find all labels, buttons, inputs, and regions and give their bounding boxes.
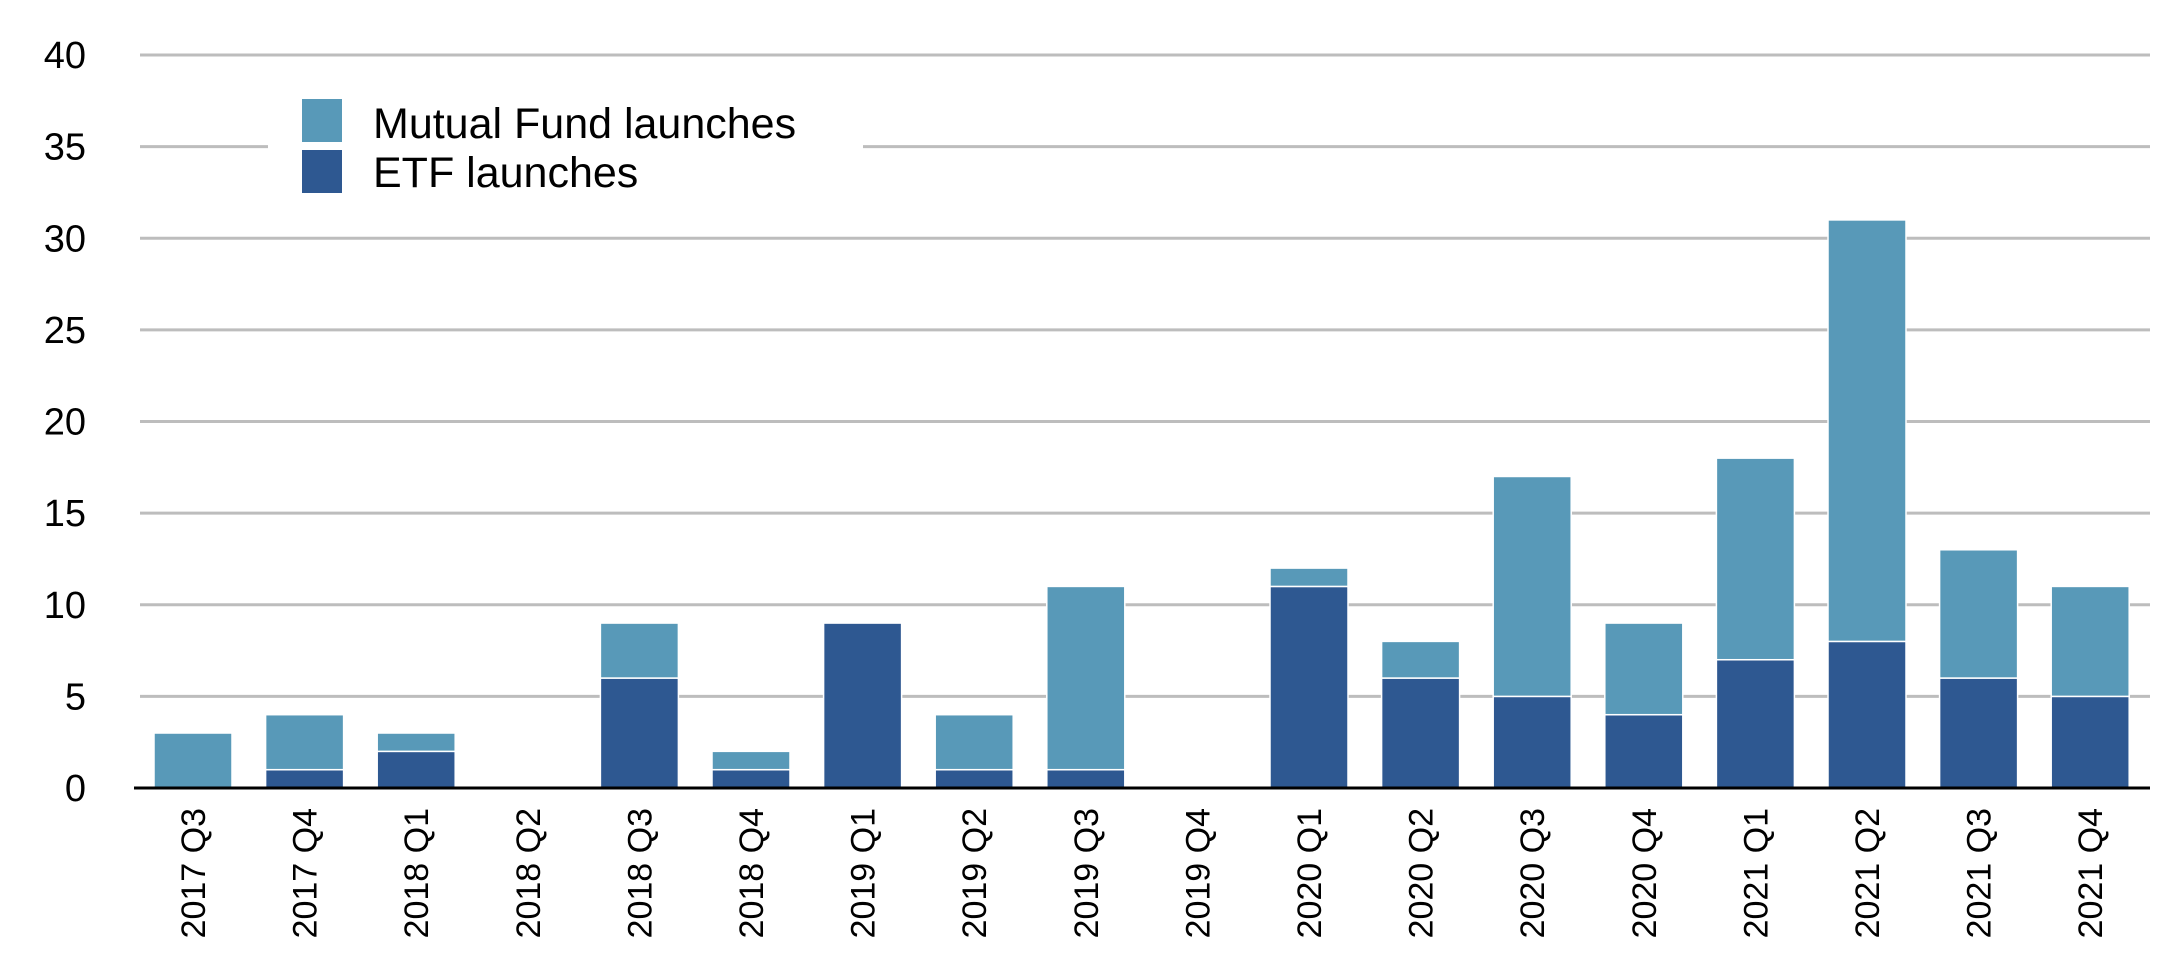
bar-etf (1046, 768, 1126, 789)
legend: Mutual Fund launches ETF launches (268, 90, 863, 200)
x-tick-label: 2020 Q3 (1514, 808, 1552, 938)
bar-etf (1938, 677, 2019, 789)
y-tick-label: 30 (44, 218, 86, 260)
bar-mutual-fund (934, 713, 1014, 771)
bar-mutual-fund (1715, 457, 1796, 661)
bar-etf (376, 750, 456, 789)
legend-label-mutual-fund: Mutual Fund launches (373, 100, 796, 148)
y-tick-label: 20 (44, 402, 86, 444)
y-axis-ticks: 0 5 10 15 20 25 30 35 40 (44, 35, 86, 810)
x-tick-label: 2020 Q2 (1403, 808, 1441, 938)
bar-mutual-fund (264, 713, 345, 771)
legend-swatch-mutual-fund (302, 99, 342, 142)
bar-etf (934, 768, 1014, 789)
x-tick-label: 2021 Q4 (2072, 808, 2110, 938)
x-tick-label: 2019 Q3 (1068, 808, 1106, 938)
y-tick-label: 35 (44, 127, 86, 169)
bar-mutual-fund (1269, 567, 1349, 588)
bar-etf (1269, 585, 1349, 789)
legend-label-etf: ETF launches (373, 149, 638, 197)
legend-swatch-etf (302, 150, 342, 193)
bar-mutual-fund (1938, 549, 2019, 679)
x-tick-label: 2017 Q3 (175, 808, 213, 938)
bar-mutual-fund (1827, 219, 1907, 643)
x-tick-label: 2021 Q2 (1849, 808, 1887, 938)
x-axis-labels: 2017 Q3 2017 Q4 2018 Q1 2018 Q2 2018 Q3 2018 … (175, 808, 2110, 938)
bar-etf (1380, 677, 1461, 789)
x-tick-label: 2018 Q4 (733, 808, 771, 938)
x-tick-label: 2019 Q1 (845, 808, 883, 938)
bar-mutual-fund (2050, 585, 2130, 698)
y-tick-label: 40 (44, 35, 86, 77)
bar-mutual-fund (1380, 640, 1461, 679)
bar-mutual-fund (599, 622, 680, 679)
bar-etf (1827, 640, 1907, 789)
x-tick-label: 2018 Q3 (621, 808, 659, 938)
y-tick-label: 5 (65, 676, 86, 718)
bar-etf (822, 622, 903, 789)
legend-background (268, 90, 863, 200)
bar-etf (2050, 695, 2130, 789)
x-tick-label: 2017 Q4 (287, 808, 325, 938)
bar-etf (1715, 658, 1796, 789)
bar-etf (1492, 695, 1572, 789)
x-tick-label: 2018 Q1 (398, 808, 436, 938)
bars (153, 219, 2130, 789)
y-tick-label: 10 (44, 585, 86, 627)
bar-mutual-fund (153, 732, 233, 789)
y-tick-label: 0 (65, 768, 86, 810)
bar-mutual-fund (1046, 585, 1126, 771)
bar-mutual-fund (1492, 475, 1572, 698)
bar-etf (599, 677, 680, 789)
bar-etf (711, 768, 791, 789)
x-tick-label: 2020 Q1 (1291, 808, 1329, 938)
bar-etf (264, 768, 345, 789)
bar-mutual-fund (376, 732, 456, 753)
bar-mutual-fund (711, 750, 791, 771)
x-tick-label: 2019 Q2 (956, 808, 994, 938)
x-tick-label: 2018 Q2 (510, 808, 548, 938)
x-tick-label: 2019 Q4 (1179, 808, 1217, 938)
y-tick-label: 25 (44, 310, 86, 352)
bar-etf (1604, 713, 1684, 789)
x-tick-label: 2021 Q3 (1961, 808, 1999, 938)
bar-mutual-fund (1604, 622, 1684, 716)
x-tick-label: 2020 Q4 (1626, 808, 1664, 938)
x-tick-label: 2021 Q1 (1737, 808, 1775, 938)
y-tick-label: 15 (44, 493, 86, 535)
